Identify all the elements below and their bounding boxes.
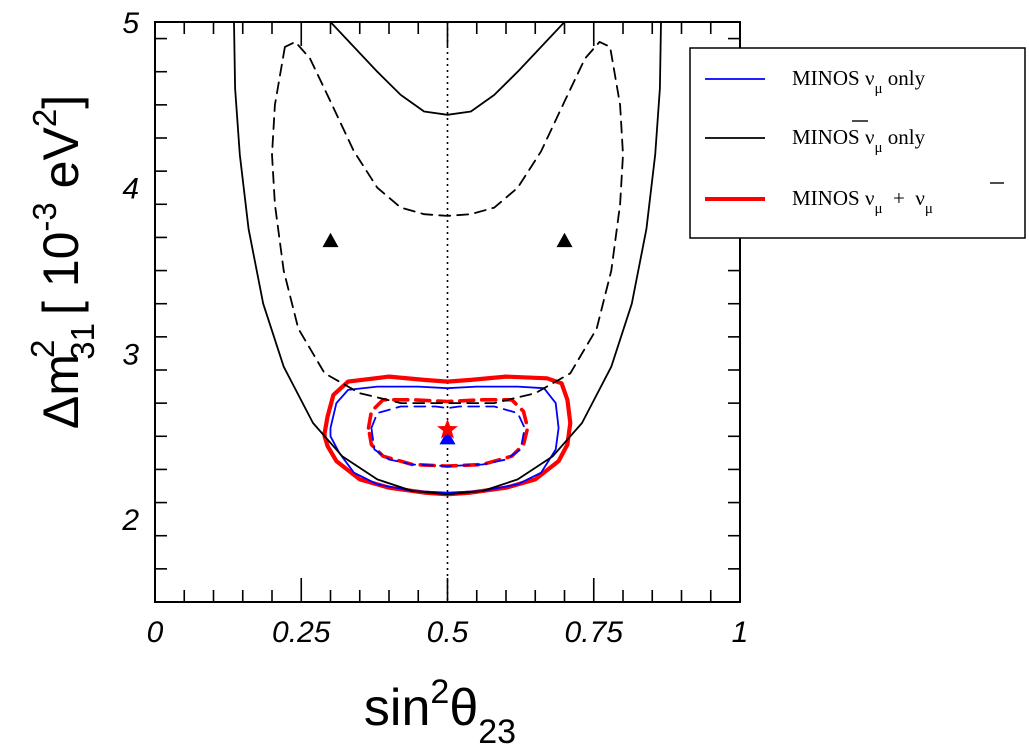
y-tick-label: 3 (122, 338, 139, 371)
x-axis-title: sin2θ23 (364, 673, 516, 749)
legend-label-numubar: MINOS νμ only (792, 125, 926, 156)
x-tick-label: 0 (147, 616, 164, 649)
legend: MINOS νμ only MINOS νμ only MINOS νμ + ν… (689, 47, 1026, 239)
axis-tick-labels: 0 0.25 0.5 0.75 1 2 3 4 5 (121, 7, 748, 649)
legend-entry-combined: MINOS νμ + νμ (705, 182, 1004, 217)
y-tick-label: 5 (122, 7, 139, 40)
contour-series-5 (329, 22, 566, 116)
best-fit-markers (322, 232, 573, 445)
y-tick-label: 4 (122, 173, 139, 206)
y-tick-label: 2 (121, 504, 139, 537)
contour-series-2 (329, 385, 560, 494)
best-fit-triangle-0 (322, 232, 339, 248)
x-tick-label: 0.75 (565, 616, 624, 649)
axis-ticks (154, 22, 741, 603)
contour-series-3 (370, 405, 526, 467)
best-fit-triangle-2 (439, 429, 456, 445)
y-axis-title: Δm231[ 10-3 eV2] (24, 95, 101, 429)
x-tick-label: 0.5 (427, 616, 469, 649)
contour-series-1 (366, 398, 530, 468)
best-fit-triangle-1 (556, 232, 573, 248)
contour-series-4 (233, 22, 662, 496)
best-fit-star-3 (437, 418, 458, 439)
contour-series-6 (271, 41, 624, 404)
contour-series (233, 22, 662, 497)
legend-entry-numubar: MINOS νμ only (705, 120, 926, 156)
x-tick-label: 0.25 (272, 616, 331, 649)
x-tick-label: 1 (732, 616, 749, 649)
legend-entry-numu: MINOS νμ only (705, 66, 926, 97)
contour-series-0 (322, 374, 573, 497)
legend-label-numu: MINOS νμ only (792, 66, 926, 97)
legend-label-combined: MINOS νμ + νμ (792, 186, 933, 217)
